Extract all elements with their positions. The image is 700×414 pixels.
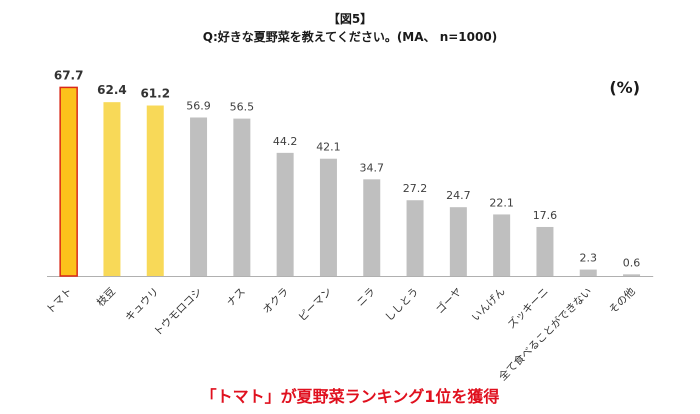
bar-10 — [449, 207, 467, 276]
category-label-11: いんげん — [470, 286, 508, 324]
category-label-6: オクラ — [261, 286, 292, 317]
category-label-14: その他 — [606, 285, 638, 317]
category-label-9: ししとう — [383, 286, 421, 324]
value-label-10: 24.7 — [446, 189, 471, 202]
value-label-4: 56.9 — [186, 99, 211, 112]
category-label-1: トマト — [44, 286, 75, 317]
category-label-8: ニラ — [355, 286, 378, 309]
figure-label: 【図5】 — [327, 12, 373, 26]
bar-5 — [233, 118, 251, 276]
bar-13 — [579, 269, 597, 276]
category-label-10: ゴーヤ — [433, 285, 464, 316]
category-label-3: キュウリ — [123, 286, 161, 324]
value-label-5: 56.5 — [230, 101, 255, 114]
bar-9 — [406, 200, 424, 276]
bar-3 — [146, 105, 164, 276]
value-label-3: 61.2 — [140, 87, 170, 101]
bar-4 — [190, 117, 208, 276]
bar-2 — [103, 102, 121, 277]
bar-11 — [493, 214, 511, 276]
category-label-12: ズッキーニ — [505, 285, 551, 331]
bar-14 — [623, 274, 641, 276]
value-label-7: 42.1 — [316, 141, 341, 154]
value-label-13: 2.3 — [580, 252, 598, 265]
category-label-7: ピーマン — [296, 286, 334, 324]
value-label-6: 44.2 — [273, 135, 298, 148]
bar-7 — [319, 158, 337, 276]
value-label-14: 0.6 — [623, 256, 641, 269]
value-label-2: 62.4 — [97, 83, 127, 97]
bar-8 — [363, 179, 381, 276]
value-label-12: 17.6 — [533, 209, 558, 222]
category-label-5: ナス — [225, 286, 248, 309]
value-label-1: 67.7 — [54, 68, 84, 82]
bar-1 — [59, 86, 78, 277]
value-label-11: 22.1 — [489, 196, 514, 209]
bar-6 — [276, 152, 294, 276]
category-label-2: 枝豆 — [94, 285, 118, 309]
headline: 「トマト」が夏野菜ランキング1位を獲得 — [200, 387, 500, 406]
unit-label: (%) — [609, 78, 640, 97]
value-label-8: 34.7 — [360, 161, 385, 174]
bar-12 — [536, 226, 554, 276]
value-label-9: 27.2 — [403, 182, 428, 195]
chart-title: Q:好きな夏野菜を教えてください。(MA、 n=1000) — [202, 30, 498, 44]
